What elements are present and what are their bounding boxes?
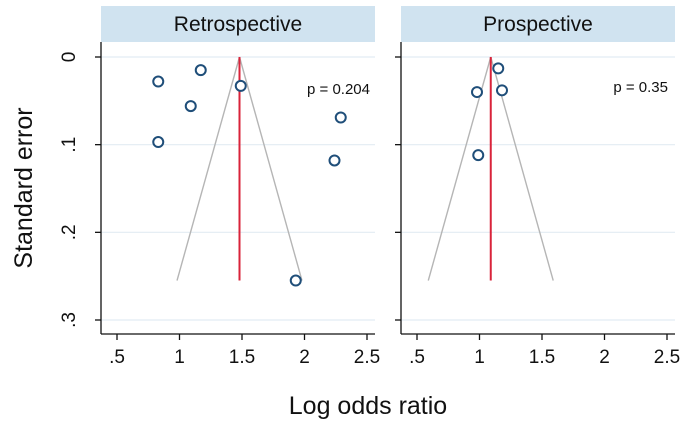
study-point [184,100,197,113]
panel-title: Prospective [483,13,593,36]
y-tick-label: .1 [59,137,80,153]
x-tick-label: .5 [109,347,125,368]
panel-title: Retrospective [174,13,302,36]
y-tick-label: .2 [59,224,80,240]
study-point [194,64,207,77]
x-tick-label: 2 [599,347,610,368]
y-tick-label: .3 [59,312,80,328]
study-point [152,136,165,149]
x-tick-label: 2 [299,347,310,368]
x-tick-label: 1.5 [229,347,255,368]
study-point [328,154,341,167]
funnel-left-line [176,56,241,281]
study-point [492,62,505,75]
study-point [152,75,165,88]
x-tick-label: 2.5 [354,347,380,368]
study-point [472,149,485,162]
x-tick-label: 1 [474,347,485,368]
y-axis-title: Standard error [10,107,38,268]
panel-strip [401,6,675,42]
x-tick-label: 1 [174,347,185,368]
x-tick-label: 1.5 [529,347,555,368]
funnel-right-line [238,56,303,281]
p-value-annotation: p = 0.204 [307,81,370,98]
panel-1: Retrospective 0 .1 .2 .3 .5 1 1.5 2 2.5 p = 0.204 [59,6,380,368]
x-tick-label: 2.5 [654,347,680,368]
p-value-annotation: p = 0.35 [613,79,668,96]
y-tick-label: 0 [59,52,80,63]
study-point [496,84,508,97]
study-point [289,274,302,287]
study-point [334,111,347,124]
panel-strip [101,6,375,42]
x-tick-label: .5 [409,347,425,368]
x-axis-title: Log odds ratio [289,392,447,420]
panel-2: Prospective .5 1 1.5 2 2.5 p = 0.35 [395,6,680,368]
study-point [471,86,483,99]
study-point [234,79,247,92]
